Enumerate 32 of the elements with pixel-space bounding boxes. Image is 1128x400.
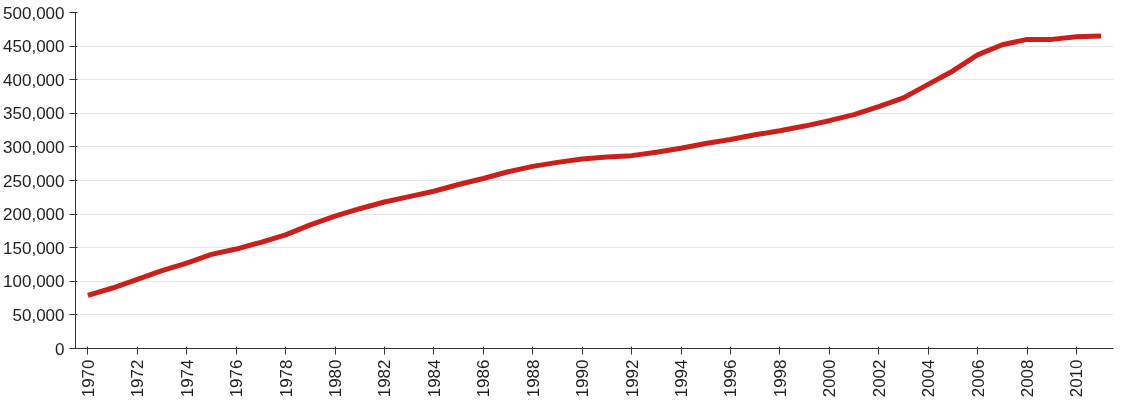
y-tick-label: 200,000: [3, 205, 65, 225]
y-tick-label: 450,000: [3, 37, 65, 57]
y-tick-label: 50,000: [12, 305, 65, 325]
x-tick-label: 1996: [721, 359, 741, 398]
x-tick-label: 1974: [177, 359, 197, 398]
x-tick-label: 1970: [78, 359, 98, 398]
x-tick-label: 2008: [1018, 359, 1037, 398]
x-tick-label: 1972: [128, 359, 148, 398]
y-tick-label: 100,000: [3, 272, 65, 292]
y-tick-label: 400,000: [3, 70, 65, 90]
y-tick-label: 350,000: [3, 104, 65, 124]
x-tick-label: 1998: [770, 359, 790, 398]
x-tick-label: 1990: [573, 359, 593, 398]
x-tick-label: 2004: [919, 359, 939, 398]
y-tick-label: 500,000: [3, 3, 65, 23]
y-tick-label: 250,000: [3, 171, 65, 191]
y-tick-label: 150,000: [3, 238, 65, 258]
x-tick-label: 1976: [227, 359, 247, 398]
y-tick-label: 0: [55, 339, 65, 359]
x-tick-label: 1978: [276, 359, 296, 398]
y-tick-label: 300,000: [3, 137, 65, 157]
x-tick-label: 1982: [375, 359, 395, 398]
x-tick-label: 1986: [474, 359, 494, 398]
x-tick-label: 1994: [672, 359, 691, 398]
x-tick-label: 1984: [424, 359, 444, 398]
x-tick-label: 1992: [622, 359, 642, 398]
x-tick-label: 1988: [523, 359, 543, 398]
x-tick-label: 2010: [1067, 359, 1087, 398]
x-tick-label: 2006: [968, 359, 988, 398]
x-tick-label: 1980: [326, 359, 345, 398]
x-tick-label: 2000: [820, 359, 840, 398]
x-tick-label: 2002: [869, 359, 889, 398]
